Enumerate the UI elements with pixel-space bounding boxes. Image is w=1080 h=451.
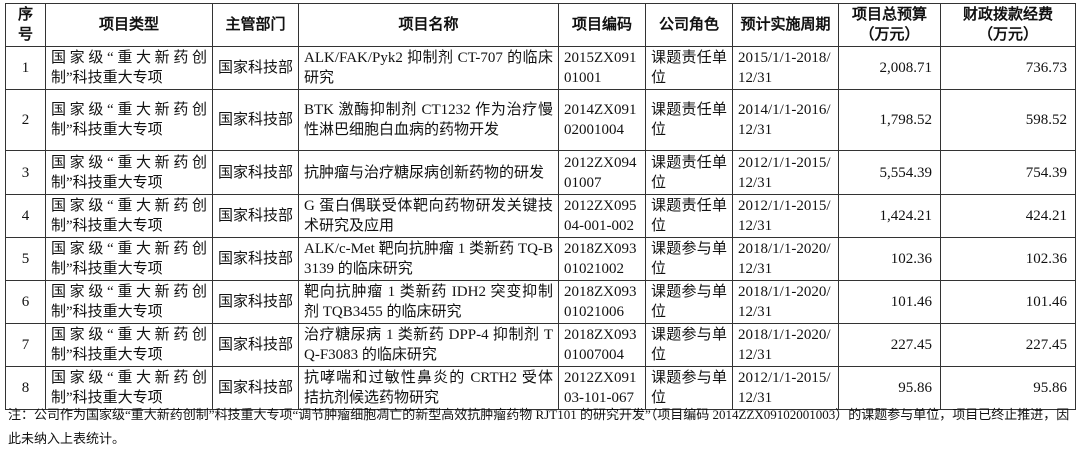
cell-period: 2012/1/1-2015/12/31 (732, 366, 839, 410)
cell-budget: 227.45 (838, 323, 941, 367)
cell-code: 2014ZX09102001004 (558, 89, 646, 151)
table-row: 4 国家级“重大新药创制”科技重大专项 国家科技部 G 蛋白偶联受体靶向药物研发关键技… (5, 194, 1076, 238)
cell-fiscal: 227.45 (940, 323, 1076, 367)
cell-type: 国家级“重大新药创制”科技重大专项 (45, 46, 213, 90)
table-row: 8 国家级“重大新药创制”科技重大专项 国家科技部 抗哮喘和过敏性鼻炎的 CRTH2 … (5, 366, 1076, 410)
cell-type: 国家级“重大新药创制”科技重大专项 (45, 280, 213, 324)
cell-budget: 95.86 (838, 366, 941, 410)
header-budget: 项目总预算 （万元） (838, 3, 941, 47)
table-row: 7 国家级“重大新药创制”科技重大专项 国家科技部 治疗糖尿病 1 类新药 DPP-4… (5, 323, 1076, 367)
cell-budget: 101.46 (838, 280, 941, 324)
table-row: 2 国家级“重大新药创制”科技重大专项 国家科技部 BTK 激酶抑制剂 CT1232 … (5, 89, 1076, 151)
cell-role: 课题责任单位 (645, 89, 733, 151)
cell-name: ALK/c-Met 靶向抗肿瘤 1 类新药 TQ-B3139 的临床研究 (298, 237, 559, 281)
cell-fiscal: 102.36 (940, 237, 1076, 281)
cell-type: 国家级“重大新药创制”科技重大专项 (45, 150, 213, 195)
cell-period: 2012/1/1-2015/12/31 (732, 150, 839, 195)
header-dept: 主管部门 (212, 3, 299, 47)
cell-type: 国家级“重大新药创制”科技重大专项 (45, 194, 213, 238)
cell-budget: 1,798.52 (838, 89, 941, 151)
cell-code: 2018ZX09301007004 (558, 323, 646, 367)
cell-role: 课题参与单位 (645, 366, 733, 410)
cell-fiscal: 754.39 (940, 150, 1076, 195)
table-row: 6 国家级“重大新药创制”科技重大专项 国家科技部 靶向抗肿瘤 1 类新药 IDH2 … (5, 280, 1076, 324)
cell-dept: 国家科技部 (212, 280, 299, 324)
footnote: 注：公司作为国家级“重大新药创制”科技重大专项“调节肿瘤细胞凋亡的新型高效抗肿瘤… (8, 407, 1070, 446)
cell-no: 6 (5, 280, 46, 324)
cell-role: 课题责任单位 (645, 194, 733, 238)
cell-fiscal: 424.21 (940, 194, 1076, 238)
cell-budget: 2,008.71 (838, 46, 941, 90)
table-row: 3 国家级“重大新药创制”科技重大专项 国家科技部 抗肿瘤与治疗糖尿病创新药物的研发 2… (5, 150, 1076, 195)
header-role: 公司角色 (645, 3, 733, 47)
cell-no: 5 (5, 237, 46, 281)
cell-dept: 国家科技部 (212, 366, 299, 410)
cell-name: 抗肿瘤与治疗糖尿病创新药物的研发 (298, 150, 559, 195)
cell-period: 2018/1/1-2020/12/31 (732, 237, 839, 281)
cell-code: 2015ZX09101001 (558, 46, 646, 90)
cell-period: 2014/1/1-2016/12/31 (732, 89, 839, 151)
cell-dept: 国家科技部 (212, 237, 299, 281)
table-row: 1 国家级“重大新药创制”科技重大专项 国家科技部 ALK/FAK/Pyk2 抑制剂 … (5, 46, 1076, 90)
cell-budget: 1,424.21 (838, 194, 941, 238)
header-code: 项目编码 (558, 3, 646, 47)
cell-fiscal: 598.52 (940, 89, 1076, 151)
cell-role: 课题参与单位 (645, 280, 733, 324)
cell-dept: 国家科技部 (212, 194, 299, 238)
header-type: 项目类型 (45, 3, 213, 47)
cell-code: 2012ZX09103-101-067 (558, 366, 646, 410)
cell-name: ALK/FAK/Pyk2 抑制剂 CT-707 的临床研究 (298, 46, 559, 90)
cell-name: 抗哮喘和过敏性鼻炎的 CRTH2 受体拮抗剂候选药物研究 (298, 366, 559, 410)
header-seq: 序号 (5, 3, 46, 47)
table-row: 5 国家级“重大新药创制”科技重大专项 国家科技部 ALK/c-Met 靶向抗肿瘤 1… (5, 237, 1076, 281)
cell-code: 2012ZX09401007 (558, 150, 646, 195)
cell-period: 2018/1/1-2020/12/31 (732, 323, 839, 367)
cell-dept: 国家科技部 (212, 46, 299, 90)
cell-fiscal: 95.86 (940, 366, 1076, 410)
cell-period: 2012/1/1-2015/12/31 (732, 194, 839, 238)
cell-budget: 102.36 (838, 237, 941, 281)
cell-name: 治疗糖尿病 1 类新药 DPP-4 抑制剂 TQ-F3083 的临床研究 (298, 323, 559, 367)
cell-role: 课题责任单位 (645, 150, 733, 195)
header-name: 项目名称 (298, 3, 559, 47)
cell-fiscal: 101.46 (940, 280, 1076, 324)
cell-no: 1 (5, 46, 46, 90)
cell-dept: 国家科技部 (212, 150, 299, 195)
header-period: 预计实施周期 (732, 3, 839, 47)
cell-no: 7 (5, 323, 46, 367)
cell-no: 2 (5, 89, 46, 151)
cell-role: 课题参与单位 (645, 323, 733, 367)
cell-type: 国家级“重大新药创制”科技重大专项 (45, 89, 213, 151)
cell-dept: 国家科技部 (212, 89, 299, 151)
cell-role: 课题责任单位 (645, 46, 733, 90)
cell-type: 国家级“重大新药创制”科技重大专项 (45, 237, 213, 281)
cell-no: 4 (5, 194, 46, 238)
cell-dept: 国家科技部 (212, 323, 299, 367)
cell-name: BTK 激酶抑制剂 CT1232 作为治疗慢性淋巴细胞白血病的药物开发 (298, 89, 559, 151)
cell-name: G 蛋白偶联受体靶向药物研发关键技术研究及应用 (298, 194, 559, 238)
cell-period: 2018/1/1-2020/12/31 (732, 280, 839, 324)
cell-no: 3 (5, 150, 46, 195)
cell-name: 靶向抗肿瘤 1 类新药 IDH2 突变抑制剂 TQB3455 的临床研究 (298, 280, 559, 324)
header-fiscal: 财政拨款经费 （万元） (940, 3, 1076, 47)
cell-code: 2018ZX09301021006 (558, 280, 646, 324)
header-row: 序号 项目类型 主管部门 项目名称 项目编码 公司角色 预计实施周期 项目总预算… (5, 3, 1076, 47)
cell-type: 国家级“重大新药创制”科技重大专项 (45, 323, 213, 367)
cell-role: 课题参与单位 (645, 237, 733, 281)
cell-code: 2012ZX09504-001-002 (558, 194, 646, 238)
cell-period: 2015/1/1-2018/12/31 (732, 46, 839, 90)
projects-table: 序号 项目类型 主管部门 项目名称 项目编码 公司角色 预计实施周期 项目总预算… (5, 3, 1076, 410)
cell-no: 8 (5, 366, 46, 410)
cell-budget: 5,554.39 (838, 150, 941, 195)
cell-code: 2018ZX09301021002 (558, 237, 646, 281)
cell-fiscal: 736.73 (940, 46, 1076, 90)
